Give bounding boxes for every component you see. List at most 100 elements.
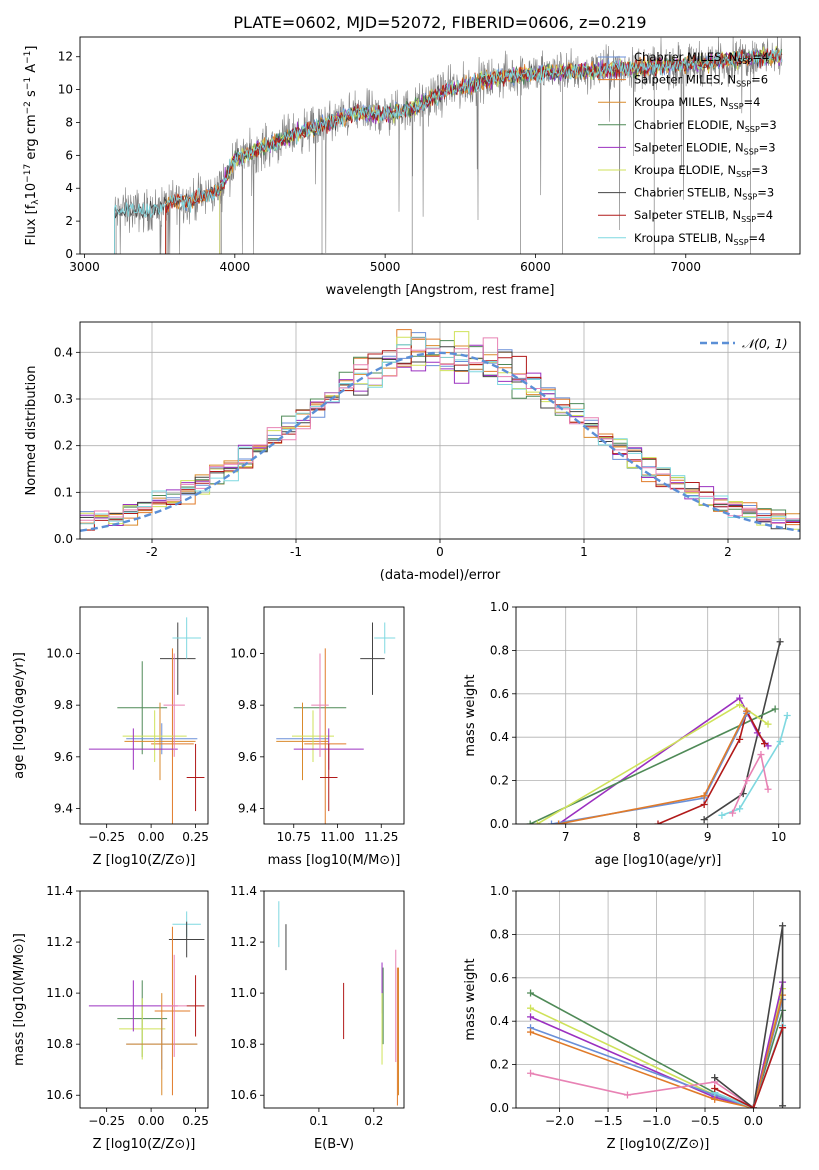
weight-point-kroupa-elodie [764, 720, 772, 728]
y-tick-label: 10.8 [230, 1037, 257, 1051]
x-tick-label: 0.1 [309, 1114, 328, 1128]
mass-vs-extinction-panel: 0.1 0.2 10.6 10.8 11.0 11.2 11.4 E(B-V) [230, 884, 405, 1152]
weight-line-salpeter-stelib [714, 1027, 784, 1108]
y-tick-label: 9.8 [238, 698, 257, 712]
mass-vs-metallicity-panel: −0.25 0.00 0.25 10.6 10.8 11.0 11.2 11.4 Z [log1… [12, 884, 209, 1152]
plot-frame [263, 890, 405, 1109]
weight-point-salpeter-stelib [700, 800, 708, 808]
weight-line-salpeter-stelib [657, 709, 766, 824]
model-spectrum-kroupa-stelib [114, 49, 783, 254]
weight-point-salpeter-miles [555, 820, 563, 824]
y-tick-label: 11.2 [46, 935, 73, 949]
x-tick-label: 0.25 [182, 830, 209, 844]
spectrum-panel: 3000 4000 5000 6000 7000 0 2 4 6 8 10 12 wavelength … [23, 36, 801, 298]
y-tick-label: 11.0 [46, 986, 73, 1000]
weight-point-salpeter-elodie [736, 694, 744, 702]
y-tick-label: 0.0 [54, 532, 73, 546]
x-axis-label: (data-model)/error [380, 568, 501, 583]
y-tick-label: 10.6 [46, 1088, 73, 1102]
x-tick-label: 7000 [670, 260, 701, 274]
weight-point-salpeter-stelib [749, 1104, 757, 1108]
y-tick-label: 1.0 [490, 884, 509, 898]
weight-line-pink [731, 752, 769, 814]
weight-point-chabrier-elodie [526, 820, 534, 824]
weight-point-salpeter-stelib [779, 1024, 787, 1032]
weight-point-salpeter-stelib [761, 740, 768, 748]
y-tick-label: 9.6 [238, 750, 257, 764]
x-tick-label: 1 [580, 545, 588, 559]
y-tick-label: 11.0 [230, 986, 257, 1000]
weight-line-kroupa-stelib [721, 715, 788, 817]
weight-point-salpeter-elodie [527, 1013, 535, 1021]
weight-point-pink [757, 751, 765, 759]
y-tick-label: 10.0 [230, 647, 257, 661]
y-tick-label: 0.2 [490, 1058, 509, 1072]
y-tick-label: 0 [65, 247, 73, 261]
x-tick-label: 0.25 [182, 1114, 209, 1128]
x-tick-label: 10.75 [277, 830, 311, 844]
weight-point-chabrier-stelib [776, 638, 784, 646]
weight-point-chabrier-elodie [771, 705, 779, 713]
plot-area [114, 37, 783, 254]
y-tick-label: 4 [65, 181, 73, 195]
x-tick-label: 6000 [520, 260, 551, 274]
x-tick-label: 0.2 [364, 1114, 383, 1128]
plot-frame [515, 890, 801, 1109]
plot-area [276, 622, 396, 824]
x-tick-label: 3000 [69, 260, 100, 274]
x-tick-label: 7 [562, 830, 570, 844]
plot-area [278, 901, 400, 1106]
x-tick-label: 5000 [370, 260, 401, 274]
x-tick-label: 2 [724, 545, 732, 559]
y-tick-label: 0.8 [490, 927, 509, 941]
plot-area [80, 329, 800, 532]
y-tick-label: 2 [65, 214, 73, 228]
y-axis-label: mass weight [463, 958, 478, 1040]
weight-point-kroupa-elodie [736, 701, 744, 709]
y-tick-label: 0.6 [490, 687, 509, 701]
weight-point-chabrier-stelib [711, 1074, 719, 1082]
y-tick-label: 11.4 [230, 884, 257, 898]
weight-point-salpeter-miles [700, 792, 708, 800]
x-tick-label: 9 [704, 830, 712, 844]
weight-point-pink [764, 785, 772, 793]
legend-label-salpeter-elodie: Salpeter ELODIE, NSSP=3 [634, 140, 776, 156]
legend-label-salpeter-stelib: Salpeter STELIB, NSSP=4 [634, 208, 773, 224]
plot-frame [79, 890, 209, 1109]
weight-point-salpeter-stelib [736, 735, 744, 743]
x-tick-label: 0.00 [138, 830, 165, 844]
x-tick-label: 0.0 [744, 1114, 763, 1128]
weight-point-salpeter-stelib [711, 1084, 719, 1092]
y-tick-label: 0.1 [54, 485, 73, 499]
weight-point-kroupa-stelib [783, 712, 791, 719]
y-tick-label: 0.6 [490, 971, 509, 985]
histogram-pink [80, 337, 800, 524]
x-axis-label: Z [log10(Z/Z⊙)] [93, 1137, 196, 1152]
y-axis-label: age [log10(age/yr)] [12, 652, 27, 779]
plot-frame [79, 321, 801, 540]
weight-line-salpeter-elodie [530, 981, 784, 1108]
y-axis-label: mass weight [463, 674, 478, 756]
weight-point-chabrier-elodie [527, 989, 535, 997]
weight-point-kroupa-stelib [736, 805, 744, 813]
x-tick-label: −1.5 [594, 1114, 623, 1128]
y-tick-label: 12 [58, 50, 73, 64]
x-tick-label: -2 [146, 545, 158, 559]
weight-point-salpeter-elodie [764, 742, 772, 750]
weight-point-kroupa-elodie [533, 820, 541, 824]
y-axis-label: Flux [fλ10−17 erg cm−2 s−1 A−1] [23, 46, 41, 246]
x-tick-label: −1.0 [642, 1114, 671, 1128]
y-tick-label: 0.8 [490, 643, 509, 657]
weight-vs-metallicity-panel: −2.0 −1.5 −1.0 −0.5 0.0 0.0 0.2 0.4 0.6 0.8 1.0 Z [… [463, 884, 801, 1152]
x-tick-label: 11.00 [320, 830, 354, 844]
x-axis-label: Z [log10(Z/Z⊙)] [607, 1137, 710, 1152]
y-tick-label: 10.0 [46, 647, 73, 661]
x-axis-label: E(B-V) [314, 1137, 354, 1152]
x-axis-label: age [log10(age/yr)] [595, 853, 722, 868]
weight-point-salpeter-stelib [654, 820, 662, 824]
x-tick-label: −0.25 [88, 1114, 125, 1128]
y-tick-label: 10.6 [230, 1088, 257, 1102]
y-tick-label: 10.8 [46, 1037, 73, 1051]
y-axis-label: mass [log10(M/M⊙)] [12, 933, 27, 1066]
